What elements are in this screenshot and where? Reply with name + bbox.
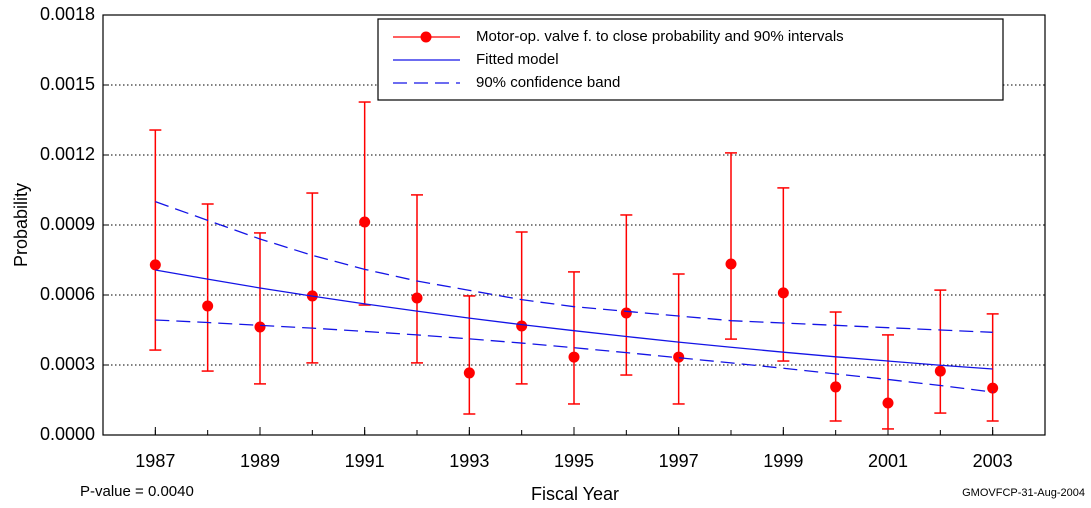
x-tick-label: 1993 (449, 451, 489, 471)
plot-frame (102, 14, 1046, 436)
y-tick-label: 0.0018 (40, 4, 95, 24)
y-axis-label: Probability (11, 183, 31, 267)
x-tick-label: 2001 (868, 451, 908, 471)
chart-id-note: GMOVFCP-31-Aug-2004 (962, 487, 1085, 499)
point (934, 365, 946, 377)
x-tick-label: 1991 (345, 451, 385, 471)
point (463, 367, 475, 379)
legend-label: 90% confidence band (476, 74, 620, 91)
y-tick-label: 0.0006 (40, 284, 95, 304)
fitted-line (155, 269, 993, 370)
p-value-note: P-value = 0.0040 (80, 483, 194, 500)
point (673, 351, 685, 363)
x-tick-label: 1989 (240, 451, 280, 471)
point (882, 397, 894, 409)
legend-marker (420, 31, 432, 43)
point (254, 321, 266, 333)
y-tick-label: 0.0012 (40, 144, 95, 164)
point (830, 381, 842, 393)
point (359, 216, 371, 228)
point (202, 300, 214, 312)
point (777, 287, 789, 299)
x-tick-label: 1987 (135, 451, 175, 471)
y-tick-label: 0.0003 (40, 354, 95, 374)
y-tick-label: 0.0015 (40, 74, 95, 94)
x-tick-label: 1995 (554, 451, 594, 471)
point (620, 307, 632, 319)
point (568, 351, 580, 363)
band-upper (155, 201, 993, 333)
point (411, 292, 423, 304)
point (516, 320, 528, 332)
point (725, 258, 737, 270)
point (987, 382, 999, 394)
x-tick-label: 1997 (659, 451, 699, 471)
legend-label: Fitted model (476, 51, 559, 68)
x-tick-label: 1999 (763, 451, 803, 471)
y-tick-label: 0.0009 (40, 214, 95, 234)
x-axis-label: Fiscal Year (531, 484, 619, 504)
point (149, 259, 161, 271)
y-tick-label: 0.0000 (40, 424, 95, 444)
x-tick-label: 2003 (973, 451, 1013, 471)
legend-box (377, 18, 1004, 101)
band-lower (155, 319, 993, 393)
legend-label: Motor-op. valve f. to close probability … (476, 28, 844, 45)
